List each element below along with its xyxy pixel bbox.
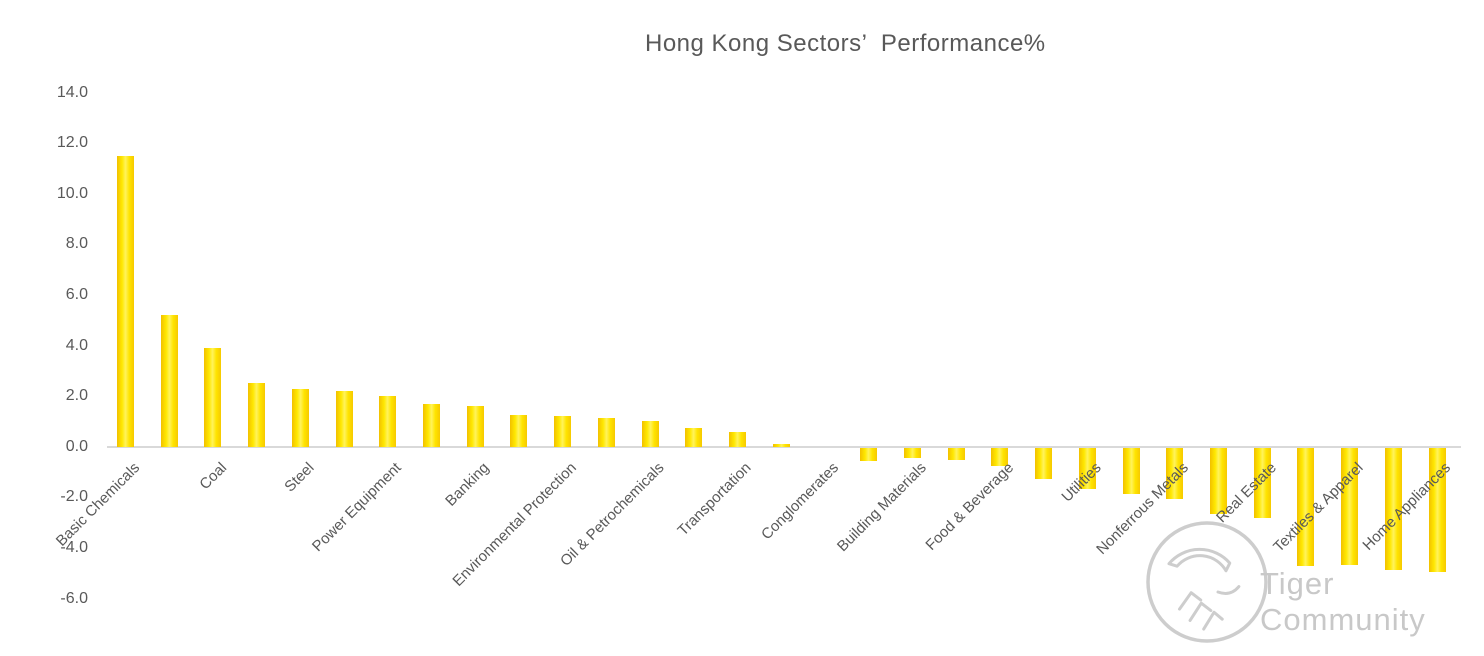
x-label-building-materials: Building Materials bbox=[834, 459, 930, 556]
y-tick-label: -4.0 bbox=[60, 538, 88, 556]
bar-real-estate bbox=[1253, 448, 1271, 518]
y-tick-label: -6.0 bbox=[60, 589, 88, 607]
y-tick-label: 10.0 bbox=[56, 184, 88, 202]
y-tick-label: -2.0 bbox=[60, 488, 88, 506]
bar-utilities bbox=[1078, 448, 1096, 489]
y-tick-label: 4.0 bbox=[65, 336, 88, 354]
x-label-conglomerates: Conglomerates bbox=[758, 459, 843, 544]
bar-unlabeled-7 bbox=[423, 403, 441, 447]
bar-unlabeled-25 bbox=[1210, 448, 1227, 514]
bar-nonferrous-metals bbox=[1166, 448, 1184, 499]
bar-building-materials bbox=[903, 448, 921, 459]
bar-unlabeled-27 bbox=[1297, 448, 1315, 566]
bar-basic-chemicals bbox=[117, 155, 134, 447]
bar-coal bbox=[204, 348, 222, 447]
chart-title: Hong Kong Sectors’ Performance% bbox=[645, 30, 1046, 57]
x-axis-line bbox=[107, 446, 1461, 448]
bar-steel bbox=[291, 388, 309, 447]
x-label-power-equipment: Power Equipment bbox=[309, 459, 406, 556]
bar-unlabeled-5 bbox=[335, 391, 353, 447]
bar-unlabeled-3 bbox=[248, 383, 266, 447]
x-label-coal: Coal bbox=[196, 459, 231, 494]
bar-unlabeled-9 bbox=[510, 415, 528, 447]
bar-unlabeled-17 bbox=[860, 448, 878, 461]
watermark-text: Tiger Community bbox=[1260, 566, 1426, 637]
y-tick-label: 12.0 bbox=[56, 134, 88, 152]
bar-unlabeled-13 bbox=[685, 427, 703, 447]
x-label-banking: Banking bbox=[442, 459, 493, 510]
bar-oil-petrochemicals bbox=[641, 421, 659, 447]
y-tick-label: 0.0 bbox=[65, 437, 88, 455]
bar-unlabeled-19 bbox=[947, 448, 965, 460]
tiger-community-logo-icon bbox=[1146, 521, 1268, 643]
bar-banking bbox=[466, 406, 484, 447]
bar-unlabeled-29 bbox=[1384, 448, 1402, 570]
bar-power-equipment bbox=[379, 396, 397, 447]
bar-home-appliances bbox=[1428, 448, 1446, 573]
bar-unlabeled-23 bbox=[1122, 448, 1140, 494]
bar-textiles-apparel bbox=[1341, 448, 1359, 565]
y-tick-label: 14.0 bbox=[56, 83, 88, 101]
bar-unlabeled-1 bbox=[160, 315, 178, 447]
bar-unlabeled-15 bbox=[772, 444, 790, 447]
bar-food-beverage bbox=[991, 448, 1009, 466]
bar-unlabeled-11 bbox=[597, 417, 615, 447]
y-tick-label: 2.0 bbox=[65, 387, 88, 405]
y-tick-label: 6.0 bbox=[65, 285, 88, 303]
bar-unlabeled-21 bbox=[1035, 448, 1053, 479]
x-label-steel: Steel bbox=[281, 459, 318, 496]
y-tick-label: 8.0 bbox=[65, 235, 88, 253]
x-label-transportation: Transportation bbox=[674, 459, 755, 540]
bar-environmental-protection bbox=[554, 416, 572, 447]
bar-transportation bbox=[729, 431, 747, 447]
x-label-food-beverage: Food & Beverage bbox=[922, 459, 1018, 554]
